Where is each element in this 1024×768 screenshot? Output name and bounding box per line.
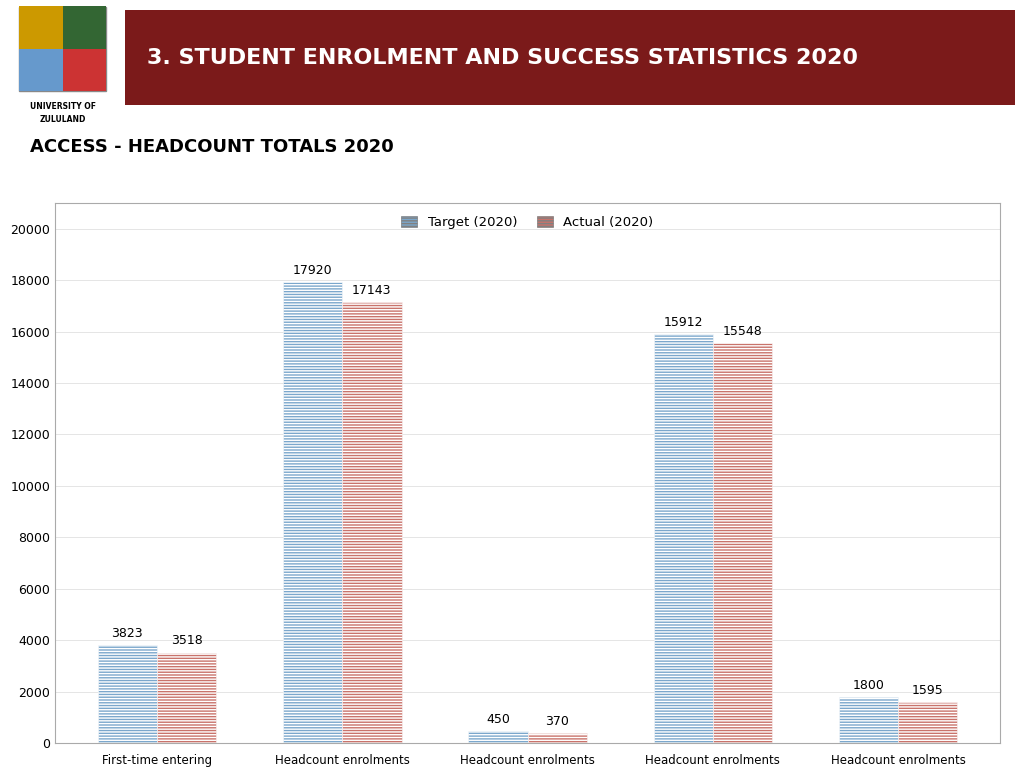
Text: 1595: 1595	[911, 684, 943, 697]
Text: 1800: 1800	[853, 679, 885, 691]
Bar	[97, 644, 157, 743]
Text: 370: 370	[545, 715, 569, 728]
Bar	[157, 653, 216, 743]
Text: 450: 450	[486, 713, 510, 727]
Bar	[283, 282, 342, 743]
Bar	[713, 343, 772, 743]
Text: 17920: 17920	[293, 264, 333, 277]
Text: ACCESS - HEADCOUNT TOTALS 2020: ACCESS - HEADCOUNT TOTALS 2020	[31, 138, 394, 157]
Bar	[839, 697, 898, 743]
Bar	[18, 6, 62, 49]
Text: 3. STUDENT ENROLMENT AND SUCCESS STATISTICS 2020: 3. STUDENT ENROLMENT AND SUCCESS STATIST…	[147, 48, 858, 68]
Bar	[898, 702, 957, 743]
Bar	[653, 334, 713, 743]
Text: UNIVERSITY OF: UNIVERSITY OF	[30, 102, 95, 111]
Bar	[342, 302, 401, 743]
Legend: Target (2020), Actual (2020): Target (2020), Actual (2020)	[395, 210, 660, 236]
Text: 3823: 3823	[112, 627, 143, 640]
Bar	[18, 6, 106, 91]
Bar	[62, 49, 106, 91]
Bar	[62, 6, 106, 49]
Text: 15548: 15548	[723, 325, 762, 338]
Text: 17143: 17143	[352, 284, 391, 297]
Text: 3518: 3518	[171, 634, 203, 647]
Bar	[527, 733, 587, 743]
Text: ZULULAND: ZULULAND	[39, 115, 86, 124]
Text: 15912: 15912	[664, 316, 702, 329]
Bar	[18, 49, 62, 91]
Bar	[468, 731, 527, 743]
